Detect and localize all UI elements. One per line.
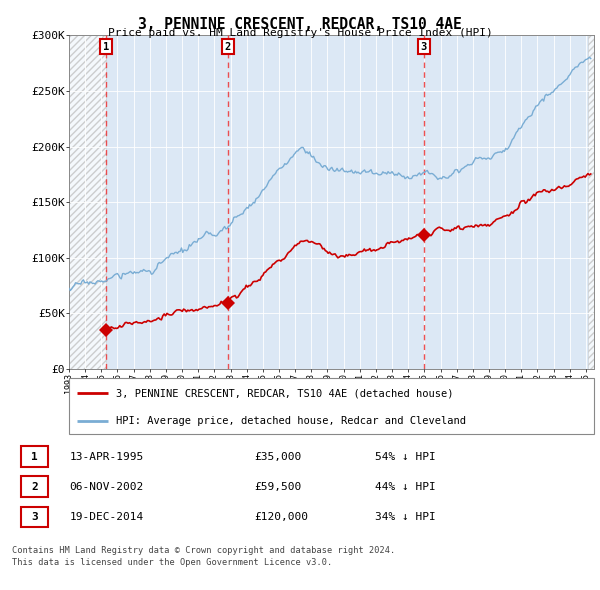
FancyBboxPatch shape bbox=[20, 507, 48, 527]
Text: Price paid vs. HM Land Registry's House Price Index (HPI): Price paid vs. HM Land Registry's House … bbox=[107, 28, 493, 38]
Text: 54% ↓ HPI: 54% ↓ HPI bbox=[375, 451, 436, 461]
Text: £120,000: £120,000 bbox=[254, 512, 308, 522]
Text: £35,000: £35,000 bbox=[254, 451, 301, 461]
Text: 13-APR-1995: 13-APR-1995 bbox=[70, 451, 144, 461]
Text: This data is licensed under the Open Government Licence v3.0.: This data is licensed under the Open Gov… bbox=[12, 558, 332, 566]
Text: 2: 2 bbox=[225, 41, 231, 51]
Text: Contains HM Land Registry data © Crown copyright and database right 2024.: Contains HM Land Registry data © Crown c… bbox=[12, 546, 395, 555]
Text: HPI: Average price, detached house, Redcar and Cleveland: HPI: Average price, detached house, Redc… bbox=[116, 417, 466, 427]
Text: 44% ↓ HPI: 44% ↓ HPI bbox=[375, 482, 436, 491]
Text: 19-DEC-2014: 19-DEC-2014 bbox=[70, 512, 144, 522]
FancyBboxPatch shape bbox=[20, 476, 48, 497]
Text: 1: 1 bbox=[31, 451, 38, 461]
Text: 06-NOV-2002: 06-NOV-2002 bbox=[70, 482, 144, 491]
Text: 2: 2 bbox=[31, 482, 38, 491]
Text: 3, PENNINE CRESCENT, REDCAR, TS10 4AE: 3, PENNINE CRESCENT, REDCAR, TS10 4AE bbox=[138, 17, 462, 31]
FancyBboxPatch shape bbox=[69, 378, 594, 434]
FancyBboxPatch shape bbox=[20, 446, 48, 467]
Text: 3: 3 bbox=[31, 512, 38, 522]
Text: £59,500: £59,500 bbox=[254, 482, 301, 491]
Text: 34% ↓ HPI: 34% ↓ HPI bbox=[375, 512, 436, 522]
Text: 1: 1 bbox=[103, 41, 109, 51]
Text: 3, PENNINE CRESCENT, REDCAR, TS10 4AE (detached house): 3, PENNINE CRESCENT, REDCAR, TS10 4AE (d… bbox=[116, 388, 454, 398]
Text: 3: 3 bbox=[421, 41, 427, 51]
